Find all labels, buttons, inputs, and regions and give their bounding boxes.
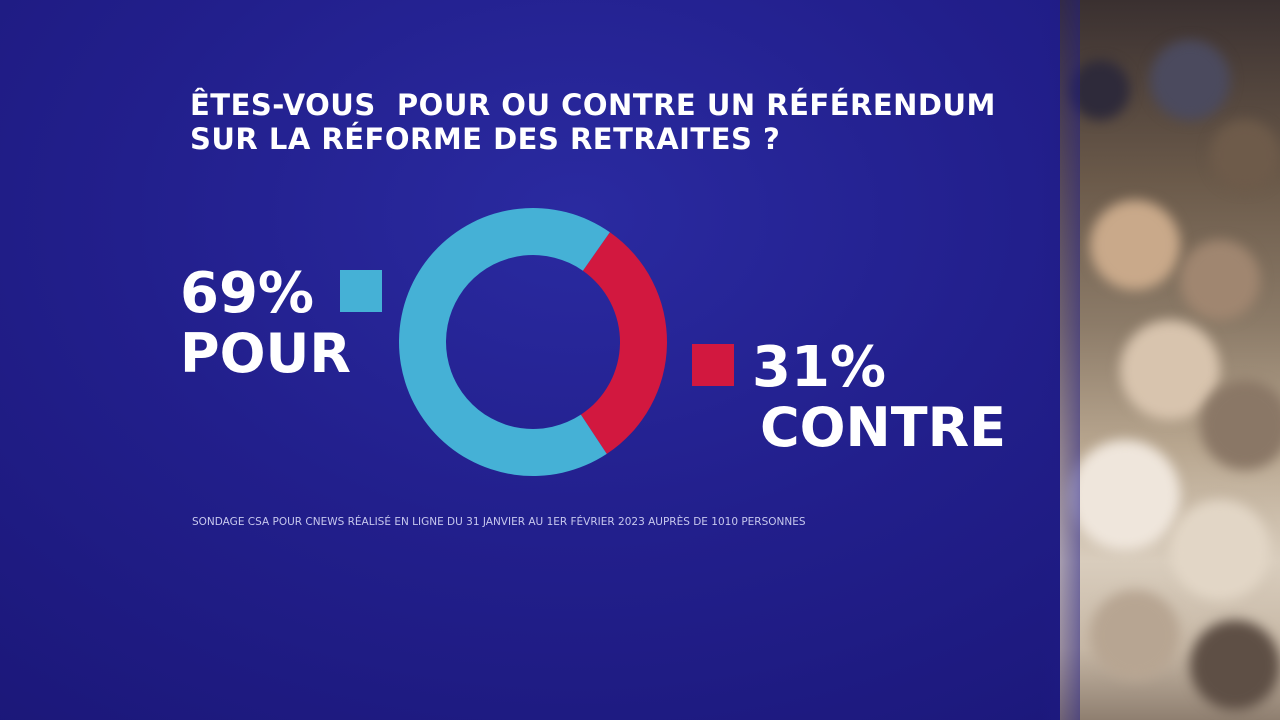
pour-category-label: POUR (180, 322, 351, 385)
title-line-2: SUR LA RÉFORME DES RETRAITES ? (190, 122, 781, 156)
photo-edge-shade (1040, 0, 1080, 720)
crowd-photo (1060, 0, 1280, 720)
donut-slice-pour (398, 207, 610, 476)
pour-legend-swatch (340, 270, 382, 312)
contre-percent-label: 31% (752, 335, 887, 400)
source-note: SONDAGE CSA POUR CNEWS RÉALISÉ EN LIGNE … (192, 516, 806, 528)
contre-category-label: CONTRE (760, 396, 1007, 459)
chart-title: ÊTES-VOUS POUR OU CONTRE UN RÉFÉRENDUM S… (190, 88, 1030, 156)
contre-legend-swatch (692, 344, 734, 386)
donut-slice-contre (580, 232, 667, 454)
pour-percent-label: 69% (180, 261, 315, 326)
title-line-1: ÊTES-VOUS POUR OU CONTRE UN RÉFÉRENDUM (190, 88, 996, 122)
